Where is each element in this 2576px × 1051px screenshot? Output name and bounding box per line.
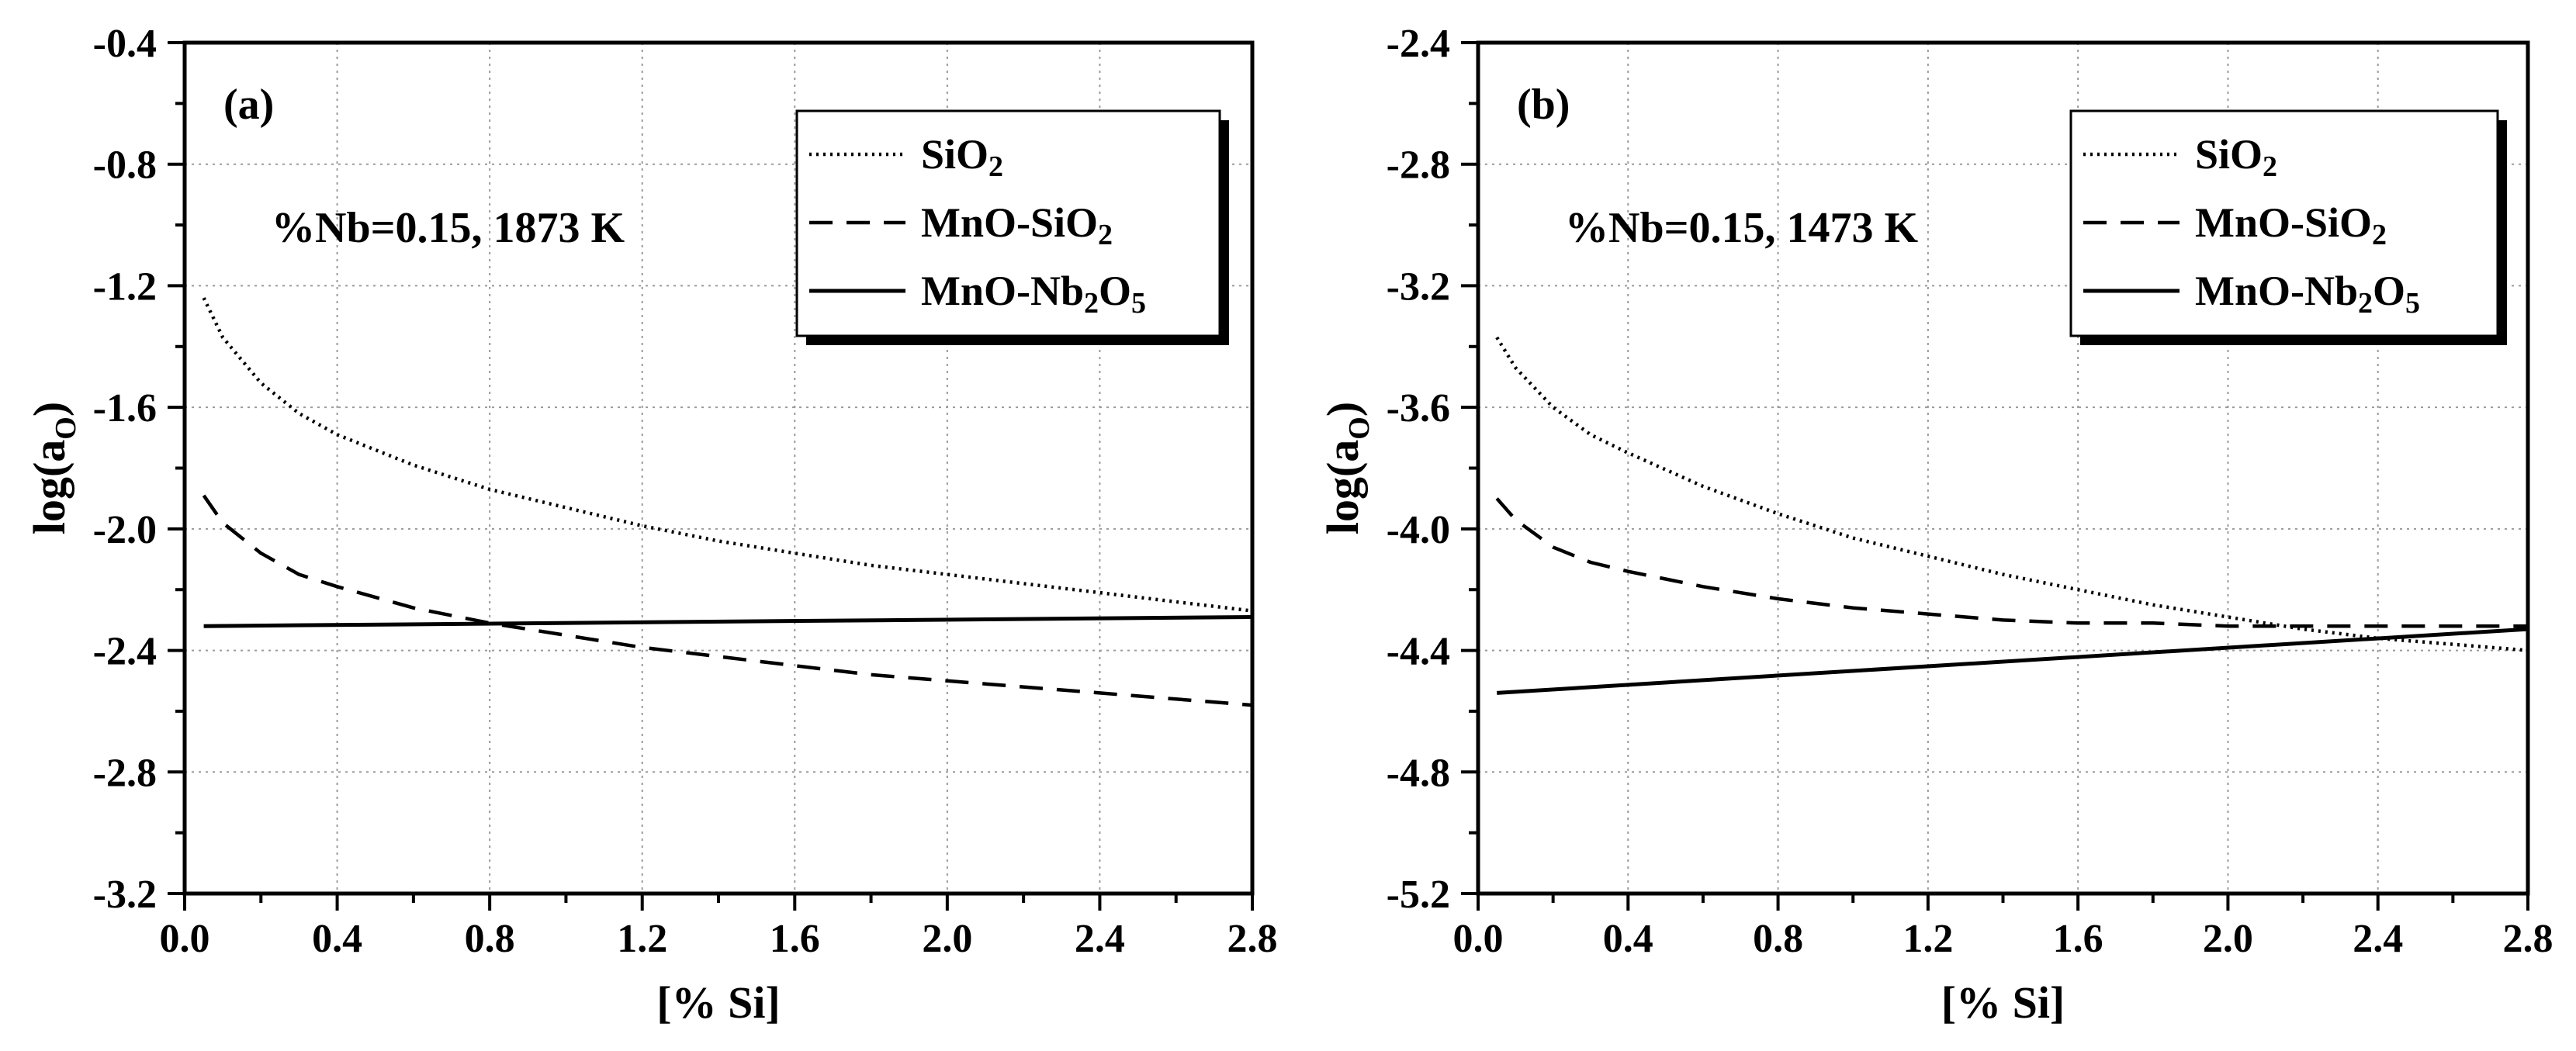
legend-label: SiO2 [2195,131,2277,183]
condition-annotation: %Nb=0.15, 1473 K [1565,204,1918,252]
legend-label-sub: 2 [2263,150,2277,183]
y-tick-label: -2.0 [93,508,157,552]
series-line-mno-nb2o5 [1497,627,2529,695]
condition-annotation: %Nb=0.15, 1873 K [272,204,625,252]
y-tick-label: -3.2 [93,873,157,917]
x-tick-label: 0.8 [1753,917,1803,961]
y-axis-title-sub: O [50,417,82,440]
legend-label-tail: O [1099,268,1131,314]
legend-label-main: SiO [921,131,989,178]
y-tick-label: -4.4 [1387,630,1450,674]
legend-label-sub: 2 [1098,219,1113,251]
x-axis-title: [% Si] [1941,977,2065,1028]
legend-label-main: MnO-Nb [2195,268,2358,314]
y-tick-label: -5.2 [1387,873,1450,917]
legend-label: MnO-Nb2O5 [2195,268,2420,320]
y-tick-label: -3.6 [1387,386,1450,430]
legend-label-sub: 2 [989,150,1003,183]
x-tick-label: 1.6 [770,917,820,961]
y-axis-title-close: ) [24,402,74,417]
panel-b: 0.0 0.4 0.8 1.2 1.6 2.0 2.4 2.8 -5.2 -4.8 -4.4 -4.0… [1317,22,2553,1028]
legend-label-main: MnO-SiO [921,199,1098,246]
series-line-mno-sio2 [202,494,1253,707]
y-tick-label: -1.6 [93,386,157,430]
x-tick-label: 2.8 [2503,917,2553,961]
y-tick-label: -4.0 [1387,508,1450,552]
y-axis-title-close: ) [1317,402,1368,417]
y-axis-title-main: log(a [1317,440,1368,534]
panel-label: (b) [1517,81,1570,129]
x-tick-label: 1.6 [2053,917,2103,961]
y-tick-label: -2.4 [93,630,157,674]
legend-label: MnO-SiO2 [2195,199,2387,251]
x-tick-label: 0.4 [1603,917,1653,961]
x-tick-label: 0.0 [1453,917,1504,961]
series-line-mno-sio2 [1495,497,2528,628]
y-axis-title-main: log(a [24,440,74,534]
x-tick-label: 0.4 [312,917,362,961]
series-line-sio2 [1495,336,2529,652]
legend-label-tail: O [2373,268,2405,314]
y-tick-label: -2.4 [1387,22,1450,66]
legend-label: MnO-Nb2O5 [921,268,1146,320]
x-tick-label: 1.2 [617,917,667,961]
x-tick-label: 2.4 [2353,917,2403,961]
legend-label-sub: 2 [2372,219,2387,251]
legend-label-main: MnO-SiO [2195,199,2372,246]
y-tick-label: -0.4 [93,22,157,66]
legend-label-sub2: 5 [2405,287,2420,320]
x-tick-label: 2.0 [922,917,972,961]
y-axis-title-sub: O [1343,417,1376,440]
series-line-mno-nb2o5 [203,615,1253,628]
legend-label: SiO2 [921,131,1003,183]
y-tick-label: -2.8 [93,751,157,795]
x-tick-label: 2.4 [1075,917,1125,961]
panel-a: 0.0 0.4 0.8 1.2 1.6 2.0 2.4 2.8 -3.2 -2.8 -2.4 -2.0… [24,22,1278,1028]
x-tick-label: 2.8 [1227,917,1278,961]
x-tick-label: 1.2 [1903,917,1953,961]
legend-label-sub: 2 [2358,287,2373,320]
y-axis-title: log(aO) [1317,402,1376,534]
y-tick-label: -3.2 [1387,264,1450,309]
legend-label-sub2: 5 [1131,287,1146,320]
y-tick-label: -1.2 [93,264,157,309]
y-tick-label: -4.8 [1387,751,1450,795]
x-tick-label: 2.0 [2203,917,2253,961]
legend-label-main: MnO-Nb [921,268,1084,314]
legend-label: MnO-SiO2 [921,199,1113,251]
x-axis-title: [% Si] [656,977,781,1028]
y-tick-label: -0.8 [93,143,157,188]
y-axis-title: log(aO) [24,402,82,534]
y-tick-label: -2.8 [1387,143,1450,188]
panel-label: (a) [223,81,274,129]
x-tick-label: 0.0 [160,917,210,961]
legend-label-sub: 2 [1084,287,1099,320]
legend-label-main: SiO [2195,131,2263,178]
x-tick-label: 0.8 [465,917,515,961]
